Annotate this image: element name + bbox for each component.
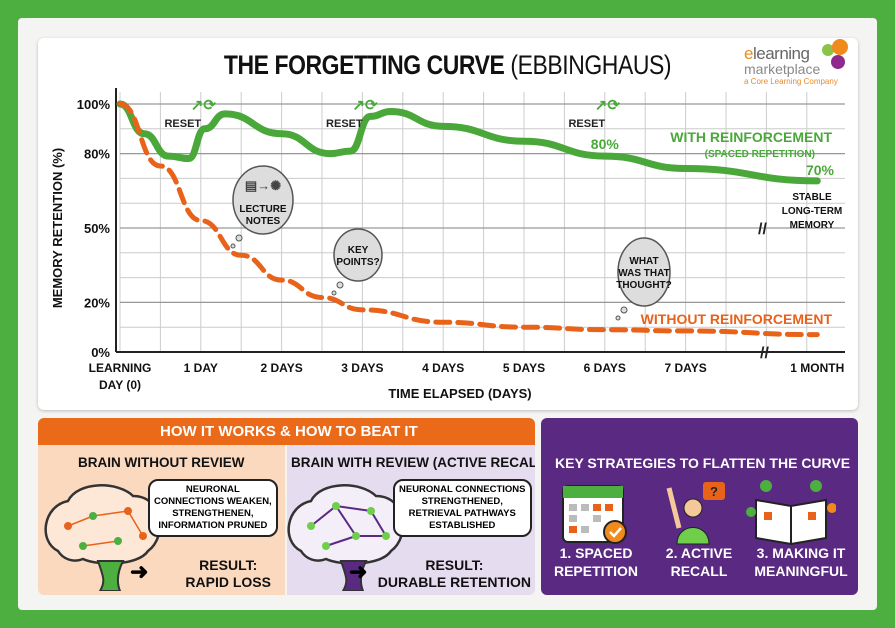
- without-review-bubble: NEURONAL CONNECTIONS WEAKEN, STRENGTHENEN,…: [148, 479, 278, 537]
- strategy-making-it-meaningful: 3. MAKING IT MEANINGFUL: [754, 545, 848, 579]
- question-mark-icon: ?: [710, 484, 718, 499]
- title-paren: (EBBINGHAUS): [510, 50, 672, 80]
- y-tick-label: 20%: [84, 295, 110, 310]
- legend-spaced-repetition: (SPACED REPETITION): [705, 149, 815, 160]
- axis-break-icon: //: [760, 345, 769, 362]
- logo-dots-icon: [822, 39, 848, 69]
- x-tick-label: 1 DAY: [184, 361, 218, 375]
- how-it-works-header: HOW IT WORKS & HOW TO BEAT IT: [38, 418, 535, 445]
- legend-with-reinforcement: WITH REINFORCEMENT: [670, 129, 832, 145]
- logo-line1: elearning: [744, 44, 810, 63]
- thought-bubble: [333, 228, 383, 282]
- brain-without-review: BRAIN WITHOUT REVIEW NEURONAL CONNECTIONS…: [38, 445, 285, 595]
- x-tick-label: LEARNING: [89, 361, 152, 375]
- x-tick-label: DAY (0): [99, 378, 141, 392]
- page-title: THE FORGETTING CURVE (EBBINGHAUS): [67, 50, 828, 81]
- thought-text: WHAT: [629, 256, 658, 267]
- x-tick-label: 7 DAYS: [664, 361, 706, 375]
- y-tick-label: 0%: [91, 345, 110, 360]
- strategy-active-recall: 2. ACTIVE RECALL: [665, 545, 733, 579]
- arrow-right-icon: ➜: [130, 559, 149, 584]
- title-main: THE FORGETTING CURVE: [223, 50, 505, 80]
- y-tick-label: 80%: [84, 147, 110, 162]
- result-durable-retention: RESULT: DURABLE RETENTION: [377, 557, 531, 590]
- brain-with-review: BRAIN WITH REVIEW (ACTIVE RECALL) NEURON…: [287, 445, 535, 595]
- thought-bubble-dot: [331, 290, 337, 296]
- x-tick-label: 3 DAYS: [341, 361, 383, 375]
- brain-without-review-title: BRAIN WITHOUT REVIEW: [78, 455, 245, 470]
- thought-text: KEY: [348, 245, 369, 256]
- series-line-with-reinforcement: [116, 100, 821, 185]
- result-rapid-loss: RESULT: RAPID LOSS: [185, 557, 271, 590]
- reset-arrow-icon: ↗⟳: [595, 97, 621, 114]
- person-raising-hand-icon: ?: [666, 482, 725, 545]
- x-tick-label: 6 DAYS: [584, 361, 626, 375]
- series-line-without-reinforcement: [117, 101, 820, 338]
- thought-bubble-dot: [336, 281, 344, 289]
- stable-memory-label: STABLE: [792, 192, 832, 203]
- stable-memory-label: LONG-TERM: [782, 206, 843, 217]
- x-tick-label: 2 DAYS: [260, 361, 302, 375]
- y-tick-label: 50%: [84, 221, 110, 236]
- chart-card: [38, 38, 858, 410]
- key-strategies-title: KEY STRATEGIES TO FLATTEN THE CURVE: [555, 455, 851, 471]
- value-label: 70%: [806, 162, 835, 178]
- logo-line2: marketplace: [744, 61, 821, 77]
- reset-arrow-icon: ↗⟳: [352, 97, 378, 114]
- stable-memory-label: MEMORY: [790, 220, 835, 231]
- reset-label: RESET: [326, 118, 363, 130]
- key-strategies-panel: KEY STRATEGIES TO FLATTEN THE CURVE ? 1.…: [541, 418, 858, 595]
- thought-bubble-dot: [235, 234, 243, 242]
- reset-arrow-icon: ↗⟳: [191, 97, 217, 114]
- brain-with-review-title: BRAIN WITH REVIEW (ACTIVE RECALL): [291, 455, 535, 470]
- y-axis-label: MEMORY RETENTION (%): [50, 148, 65, 308]
- strategy-spaced-repetition: 1. SPACED REPETITION: [553, 545, 638, 579]
- notes-to-idea-icon: ▤→✺: [245, 178, 281, 193]
- x-tick-label: 1 MONTH: [790, 361, 844, 375]
- x-tick-label: 4 DAYS: [422, 361, 464, 375]
- thought-text: WAS THAT: [618, 268, 669, 279]
- calendar-icon: [562, 485, 627, 544]
- thought-bubble-dot: [620, 306, 628, 314]
- brain-orange-icon: [44, 484, 162, 591]
- logo: elearning marketplace a Core Learning Co…: [744, 39, 859, 86]
- thought-text: NOTES: [246, 216, 281, 227]
- thought-bubble: [232, 165, 294, 235]
- axis-break-icon: //: [758, 221, 767, 238]
- thought-bubble: [617, 237, 671, 307]
- thought-text: THOUGHT?: [616, 280, 672, 291]
- thought-bubble-dot: [230, 243, 236, 249]
- logo-line3: a Core Learning Company: [744, 77, 838, 86]
- reset-label: RESET: [568, 118, 605, 130]
- how-it-works-panel: HOW IT WORKS & HOW TO BEAT IT BRAIN WITH…: [38, 418, 535, 595]
- reset-label: RESET: [164, 118, 201, 130]
- legend-without-reinforcement: WITHOUT REINFORCEMENT: [641, 311, 833, 327]
- y-tick-label: 100%: [77, 97, 111, 112]
- arrow-right-icon: ➜: [349, 559, 368, 584]
- thought-text: LECTURE: [239, 204, 287, 215]
- open-book-icon: [746, 480, 836, 545]
- thought-text: POINTS?: [336, 257, 379, 268]
- x-axis-label: TIME ELAPSED (DAYS): [388, 386, 531, 401]
- thought-bubble-dot: [615, 315, 621, 321]
- with-review-bubble: NEURONAL CONNECTIONS STRENGTHENED, RETRIEV…: [393, 479, 532, 537]
- x-tick-label: 5 DAYS: [503, 361, 545, 375]
- value-label: 80%: [591, 136, 620, 152]
